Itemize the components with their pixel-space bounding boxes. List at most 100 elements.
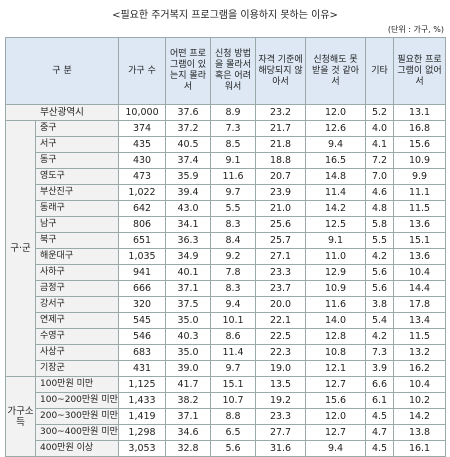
cell: 8.6 xyxy=(210,328,257,345)
cell: 5.6 xyxy=(210,440,257,457)
row-label: 400만원 이상 xyxy=(34,440,120,457)
cell: 35.0 xyxy=(165,344,212,361)
cell: 23.9 xyxy=(255,184,307,201)
cell: 16.8 xyxy=(393,120,447,137)
cell: 9.9 xyxy=(393,168,447,185)
cell: 8.8 xyxy=(210,408,257,425)
cell: 9.4 xyxy=(305,136,367,153)
cell: 10,000 xyxy=(118,104,167,121)
cell: 12.6 xyxy=(305,120,367,137)
cell: 21.0 xyxy=(255,200,307,217)
cell: 5.8 xyxy=(365,216,395,233)
cell: 6.6 xyxy=(365,376,395,393)
cell: 1,419 xyxy=(118,408,167,425)
cell: 31.6 xyxy=(255,440,307,457)
row-label: 동래구 xyxy=(34,200,120,217)
cell: 21.7 xyxy=(255,120,307,137)
cell: 806 xyxy=(118,216,167,233)
cell: 13.4 xyxy=(393,312,447,329)
cell: 430 xyxy=(118,152,167,169)
cell: 10.9 xyxy=(393,152,447,169)
title: <필요한 주거복지 프로그램을 이용하지 못하는 이유> xyxy=(112,10,338,21)
cell: 34.9 xyxy=(165,248,212,265)
header-cell: 가구 수 xyxy=(118,37,167,105)
cell: 9.1 xyxy=(305,232,367,249)
cell: 5.5 xyxy=(365,232,395,249)
cell: 3.9 xyxy=(365,360,395,377)
row-label: 사하구 xyxy=(34,264,120,281)
cell: 6.5 xyxy=(210,424,257,441)
cell: 13.2 xyxy=(393,344,447,361)
cell: 22.3 xyxy=(255,344,307,361)
data-row: 서구 435 40.5 8.5 21.8 9.4 4.1 15.6 xyxy=(6,136,447,153)
cell: 15.6 xyxy=(305,392,367,409)
cell: 36.3 xyxy=(165,232,212,249)
cell: 3.8 xyxy=(365,296,395,313)
data-row: 300~400만원 미만 1,298 34.6 6.5 27.7 12.7 4.7 13.8 xyxy=(6,424,447,441)
cell: 12.8 xyxy=(305,328,367,345)
cell: 12.7 xyxy=(305,376,367,393)
cell: 1,433 xyxy=(118,392,167,409)
data-row: 구·군 중구 374 37.2 7.3 21.7 12.6 4.0 16.8 xyxy=(5,120,447,377)
cell: 34.6 xyxy=(165,424,212,441)
cell: 374 xyxy=(118,120,167,137)
group-label: 구·군 xyxy=(5,120,36,377)
data-row: 수영구 546 40.3 8.6 22.5 12.8 4.2 11.5 xyxy=(6,328,447,345)
cell: 27.1 xyxy=(255,248,307,265)
cell: 41.7 xyxy=(165,376,212,393)
cell: 37.2 xyxy=(165,120,212,137)
header-cell: 기타 xyxy=(365,37,395,105)
cell: 11.6 xyxy=(210,168,257,185)
group-label: 가구소득 xyxy=(5,376,36,457)
cell: 7.3 xyxy=(210,120,257,137)
cell: 16.2 xyxy=(393,360,447,377)
cell: 43.0 xyxy=(165,200,212,217)
cell: 14.2 xyxy=(305,200,367,217)
cell: 13.8 xyxy=(393,424,447,441)
cell: 12.7 xyxy=(305,424,367,441)
data-row: 200~300만원 미만 1,419 37.1 8.8 23.3 12.0 4.5 14.2 xyxy=(6,408,447,425)
row-label: 강서구 xyxy=(34,296,120,313)
row-label: 영도구 xyxy=(34,168,120,185)
header-cell: 필요한 프로그램이 없어서 xyxy=(393,37,447,105)
cell: 9.7 xyxy=(210,360,257,377)
cell: 37.1 xyxy=(165,280,212,297)
cell: 39.0 xyxy=(165,360,212,377)
cell: 17.8 xyxy=(393,296,447,313)
cell: 16.5 xyxy=(305,152,367,169)
row-label: 사상구 xyxy=(34,344,120,361)
unit: (단위 : 가구, %) xyxy=(387,25,444,34)
data-row: 해운대구 1,035 34.9 9.2 27.1 11.0 4.2 13.6 xyxy=(6,248,447,265)
header-cell: 신청 방법을 몰라서 혹은 어려워서 xyxy=(210,37,257,105)
data-row: 북구 651 36.3 8.4 25.7 9.1 5.5 15.1 xyxy=(6,232,447,249)
cell: 1,125 xyxy=(118,376,167,393)
cell: 34.1 xyxy=(165,216,212,233)
cell: 22.1 xyxy=(255,312,307,329)
data-row: 연제구 545 35.0 10.1 22.1 14.0 5.4 13.4 xyxy=(6,312,447,329)
header-cell: 자격 기준에 해당되지 않아서 xyxy=(255,37,307,105)
cell: 14.0 xyxy=(305,312,367,329)
cell: 19.2 xyxy=(255,392,307,409)
row-label: 동구 xyxy=(34,152,120,169)
cell: 21.8 xyxy=(255,136,307,153)
data-row: 부산진구 1,022 39.4 9.7 23.9 11.4 4.6 11.1 xyxy=(6,184,447,201)
cell: 4.6 xyxy=(365,184,395,201)
data-row: 가구소득 100만원 미만 1,125 41.7 15.1 13.5 12.7 6.6 10.4 xyxy=(5,376,447,457)
cell: 25.7 xyxy=(255,232,307,249)
cell: 8.9 xyxy=(210,104,257,121)
row-label: 수영구 xyxy=(34,328,120,345)
cell: 5.2 xyxy=(365,104,395,121)
cell: 8.4 xyxy=(210,232,257,249)
cell: 19.0 xyxy=(255,360,307,377)
cell: 5.6 xyxy=(365,280,395,297)
row-label: 연제구 xyxy=(34,312,120,329)
cell: 11.4 xyxy=(210,344,257,361)
cell: 4.8 xyxy=(365,200,395,217)
cell: 39.4 xyxy=(165,184,212,201)
cell: 11.1 xyxy=(393,184,447,201)
cell: 642 xyxy=(118,200,167,217)
cell: 10.8 xyxy=(305,344,367,361)
cell: 4.0 xyxy=(365,120,395,137)
cell: 11.6 xyxy=(305,296,367,313)
row-label: 기장군 xyxy=(34,360,120,377)
